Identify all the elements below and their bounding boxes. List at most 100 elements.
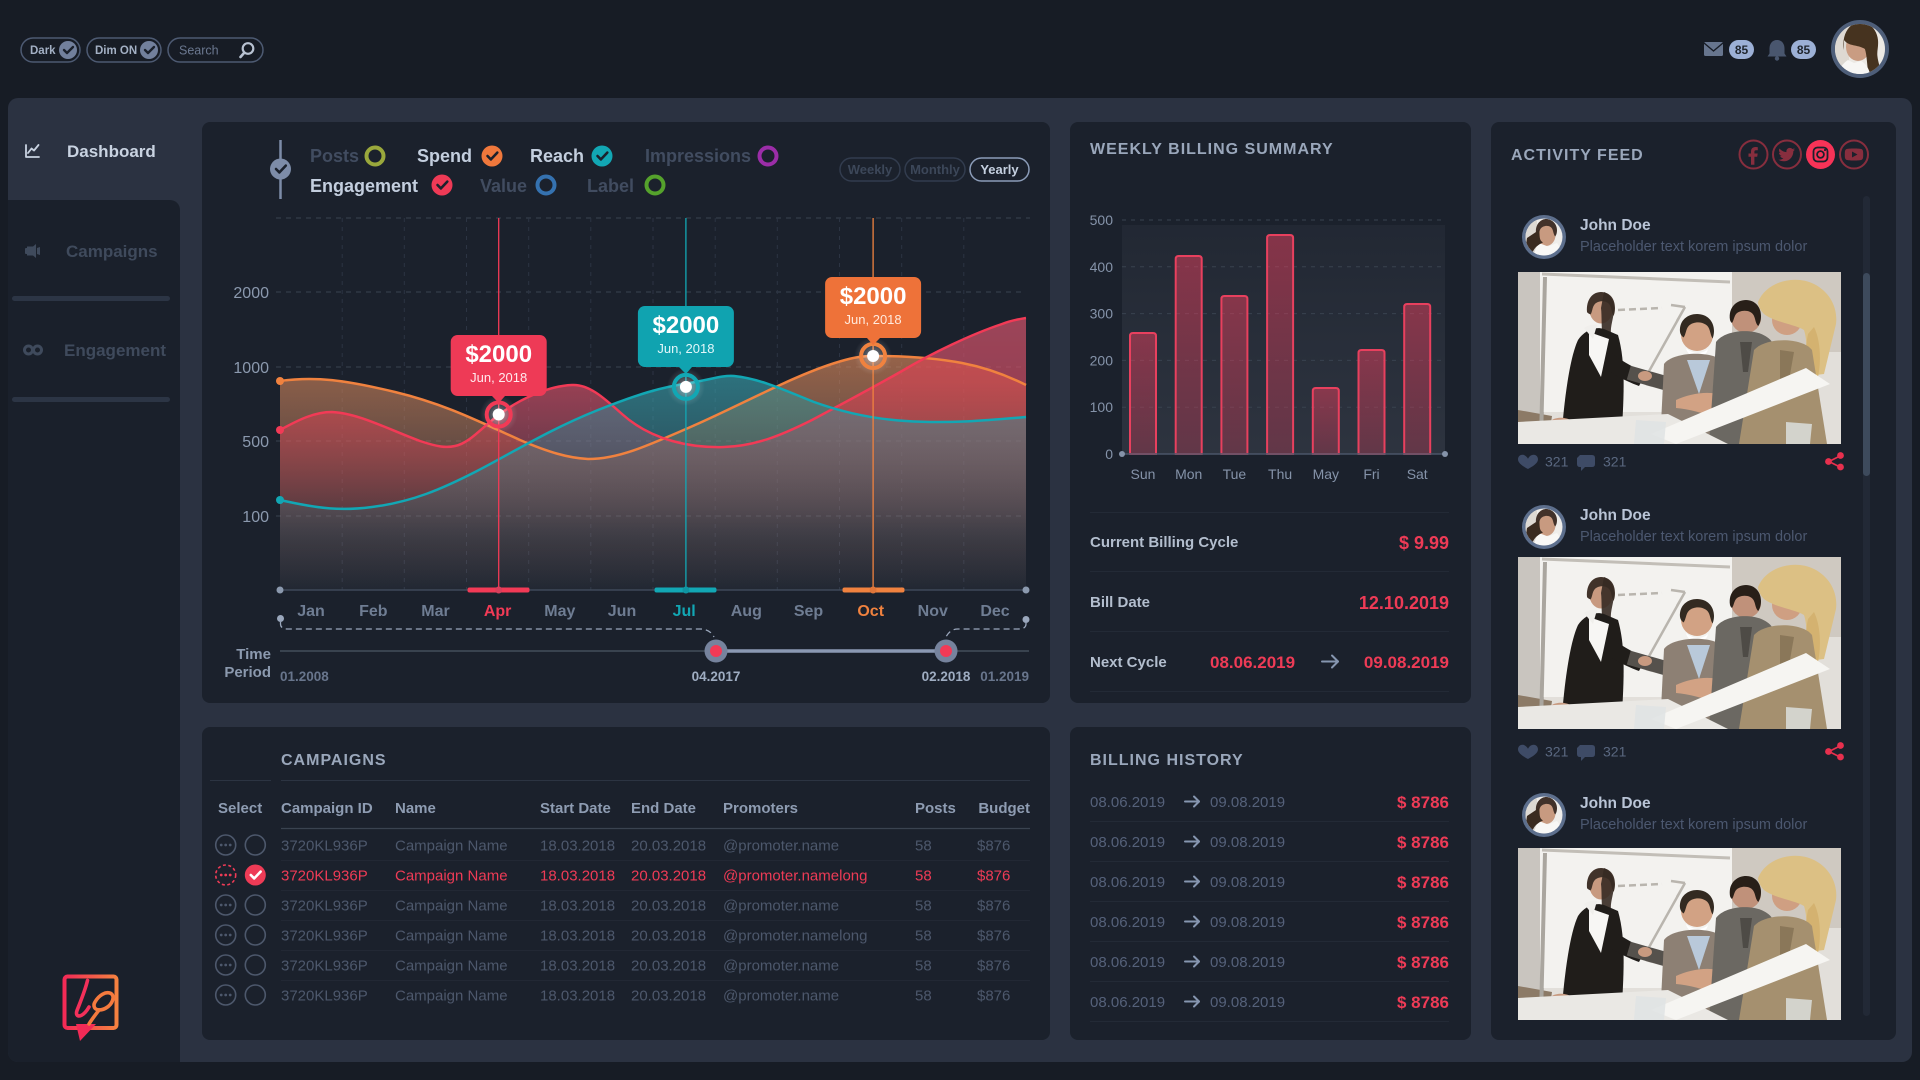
svg-text:85: 85 (1797, 43, 1811, 57)
svg-text:$ 9.99: $ 9.99 (1399, 533, 1449, 553)
svg-text:Campaign ID: Campaign ID (281, 800, 373, 817)
svg-text:John Doe: John Doe (1580, 507, 1651, 524)
svg-text:Jan: Jan (297, 603, 325, 620)
svg-text:Posts: Posts (915, 800, 956, 817)
svg-text:$ 8786: $ 8786 (1397, 793, 1449, 812)
svg-text:Period: Period (224, 664, 271, 681)
svg-text:Engagement: Engagement (310, 176, 418, 196)
svg-text:Campaign Name: Campaign Name (395, 928, 508, 945)
svg-text:Aug: Aug (731, 603, 762, 620)
svg-text:3720KL936P: 3720KL936P (281, 958, 368, 975)
svg-text:18.03.2018: 18.03.2018 (540, 958, 615, 975)
svg-text:$2000: $2000 (840, 283, 907, 310)
svg-text:Reach: Reach (530, 146, 584, 166)
svg-text:Campaign Name: Campaign Name (395, 868, 508, 885)
svg-text:18.03.2018: 18.03.2018 (540, 988, 615, 1005)
svg-text:Sun: Sun (1131, 466, 1156, 482)
svg-text:BILLING HISTORY: BILLING HISTORY (1090, 752, 1244, 769)
svg-text:Yearly: Yearly (980, 162, 1019, 177)
svg-text:Posts: Posts (310, 146, 359, 166)
svg-text:Apr: Apr (484, 603, 512, 620)
svg-text:John Doe: John Doe (1580, 795, 1651, 812)
svg-text:Sat: Sat (1407, 466, 1428, 482)
svg-text:0: 0 (1105, 446, 1113, 462)
svg-text:08.06.2019: 08.06.2019 (1210, 653, 1295, 672)
svg-text:Dark: Dark (30, 45, 56, 57)
svg-text:Label: Label (587, 176, 634, 196)
svg-text:Campaign Name: Campaign Name (395, 838, 508, 855)
svg-text:Spend: Spend (417, 146, 472, 166)
svg-text:18.03.2018: 18.03.2018 (540, 928, 615, 945)
svg-text:@promoter.namelong: @promoter.namelong (723, 868, 867, 885)
svg-text:3720KL936P: 3720KL936P (281, 838, 368, 855)
svg-text:Mar: Mar (421, 603, 449, 620)
svg-text:Dec: Dec (980, 603, 1009, 620)
svg-text:Time: Time (236, 646, 271, 663)
svg-text:$876: $876 (977, 838, 1010, 855)
svg-text:Next Cycle: Next Cycle (1090, 654, 1167, 671)
svg-text:Dashboard: Dashboard (67, 142, 156, 161)
svg-text:$2000: $2000 (465, 341, 532, 368)
svg-text:02.2018: 02.2018 (922, 669, 971, 684)
svg-text:Nov: Nov (918, 603, 948, 620)
svg-text:3720KL936P: 3720KL936P (281, 928, 368, 945)
svg-text:Name: Name (395, 800, 436, 817)
svg-text:20.03.2018: 20.03.2018 (631, 988, 706, 1005)
svg-text:May: May (544, 603, 575, 620)
svg-text:58: 58 (915, 988, 932, 1005)
svg-text:58: 58 (915, 958, 932, 975)
svg-text:ACTIVITY FEED: ACTIVITY FEED (1511, 147, 1644, 164)
svg-text:Promoters: Promoters (723, 800, 798, 817)
svg-text:Fri: Fri (1363, 466, 1379, 482)
svg-text:Tue: Tue (1223, 466, 1247, 482)
svg-text:WEEKLY BILLING SUMMARY: WEEKLY BILLING SUMMARY (1090, 141, 1334, 158)
svg-text:$876: $876 (977, 928, 1010, 945)
svg-text:@promoter.name: @promoter.name (723, 958, 839, 975)
svg-text:Engagement: Engagement (64, 341, 166, 360)
svg-text:01.2019: 01.2019 (980, 669, 1029, 684)
svg-text:Placeholder text korem ipsum: Placeholder text korem ipsum dolor (1580, 239, 1807, 255)
svg-text:Campaigns: Campaigns (66, 242, 158, 261)
svg-text:58: 58 (915, 898, 932, 915)
svg-text:Monthly: Monthly (910, 162, 961, 177)
svg-text:Value: Value (480, 176, 527, 196)
svg-text:500: 500 (242, 434, 269, 451)
svg-text:$876: $876 (977, 988, 1010, 1005)
svg-text:58: 58 (915, 868, 932, 885)
svg-text:400: 400 (1090, 259, 1114, 275)
svg-text:Current Billing Cycle: Current Billing Cycle (1090, 534, 1238, 551)
svg-text:85: 85 (1735, 43, 1749, 57)
svg-text:Jul: Jul (673, 603, 696, 620)
svg-text:Campaign Name: Campaign Name (395, 958, 508, 975)
svg-text:20.03.2018: 20.03.2018 (631, 898, 706, 915)
svg-text:@promoter.name: @promoter.name (723, 838, 839, 855)
svg-text:Weekly: Weekly (848, 162, 893, 177)
svg-text:@promoter.name: @promoter.name (723, 988, 839, 1005)
svg-text:Placeholder text korem ipsum: Placeholder text korem ipsum dolor (1580, 529, 1807, 545)
svg-text:100: 100 (242, 509, 269, 526)
svg-text:@promoter.namelong: @promoter.namelong (723, 928, 867, 945)
svg-text:Budget: Budget (978, 800, 1030, 817)
svg-text:08.06.2019: 08.06.2019 (1090, 794, 1165, 811)
svg-text:Placeholder text korem ipsum: Placeholder text korem ipsum dolor (1580, 817, 1807, 833)
svg-text:04.2017: 04.2017 (692, 669, 741, 684)
svg-text:2000: 2000 (233, 285, 269, 302)
svg-text:Impressions: Impressions (645, 146, 751, 166)
svg-text:Sep: Sep (794, 603, 824, 620)
svg-text:Select: Select (218, 800, 262, 817)
svg-text:100: 100 (1090, 399, 1114, 415)
svg-text:Campaign Name: Campaign Name (395, 898, 508, 915)
svg-text:58: 58 (915, 838, 932, 855)
svg-text:18.03.2018: 18.03.2018 (540, 898, 615, 915)
svg-text:200: 200 (1090, 352, 1114, 368)
svg-text:Jun: Jun (608, 603, 636, 620)
svg-text:3720KL936P: 3720KL936P (281, 868, 368, 885)
svg-text:Campaign Name: Campaign Name (395, 988, 508, 1005)
svg-text:300: 300 (1090, 306, 1114, 322)
svg-text:Jun, 2018: Jun, 2018 (845, 312, 902, 327)
svg-text:Oct: Oct (857, 603, 884, 620)
svg-text:Bill Date: Bill Date (1090, 594, 1150, 611)
svg-text:20.03.2018: 20.03.2018 (631, 928, 706, 945)
svg-text:12.10.2019: 12.10.2019 (1359, 593, 1449, 613)
svg-text:$876: $876 (977, 868, 1010, 885)
